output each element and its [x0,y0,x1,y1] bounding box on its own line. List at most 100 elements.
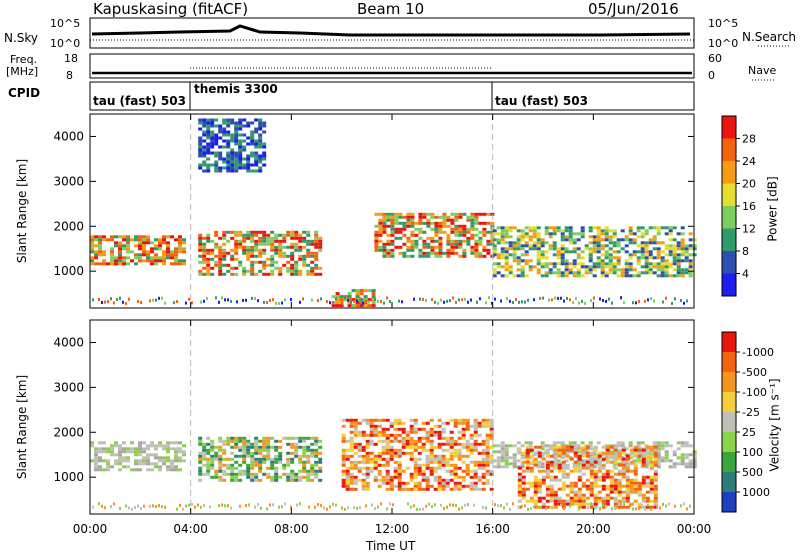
heatmap-cell [684,250,689,254]
heatmap-cell [200,505,202,509]
heatmap-cell [198,269,203,273]
heatmap-cell [445,442,450,446]
heatmap-cell [238,445,243,449]
heatmap-cell [206,272,211,276]
heatmap-cell [466,215,471,219]
heatmap-cell [413,297,415,301]
heatmap-cell [572,232,577,236]
heatmap-cell [453,451,458,455]
heatmap-cell [477,478,482,482]
heatmap-cell [385,457,390,461]
heatmap-cell [592,274,597,278]
heatmap-cell [262,448,267,452]
heatmap-cell [162,256,166,260]
heatmap-cell [541,478,546,482]
heatmap-cell [541,469,546,473]
heatmap-cell [588,226,593,230]
heatmap-cell [520,456,525,460]
heatmap-cell [230,166,235,170]
heatmap-cell [474,254,479,258]
heatmap-cell [318,242,323,246]
heatmap-cell [569,496,574,500]
heatmap-cell [508,268,513,272]
heatmap-cell [470,251,475,255]
heatmap-cell [553,493,558,497]
heatmap-cell [433,445,438,449]
heatmap-cell [545,454,550,458]
heatmap-cell [290,475,295,479]
heatmap-cell [405,430,410,434]
heatmap-cell [414,242,419,246]
heatmap-cell [458,242,463,246]
heatmap-cell [250,451,255,455]
heatmap-cell [409,436,414,440]
heatmap-cell [540,253,545,257]
heatmap-cell [628,274,633,278]
heatmap-cell [361,448,366,452]
heatmap-cell [632,253,637,257]
heatmap-cell [206,269,211,273]
heatmap-cell [406,224,411,228]
heatmap-cell [134,256,138,260]
heatmap-cell [373,442,378,446]
heatmap-cell [397,439,402,443]
heatmap-cell [613,478,618,482]
heatmap-cell [635,301,637,305]
heatmap-cell [588,247,593,251]
heatmap-cell [98,502,100,506]
heatmap-cell [302,463,307,467]
heatmap-cell [262,472,267,476]
heatmap-cell [198,233,203,237]
heatmap-cell [576,459,581,463]
heatmap-cell [601,466,606,470]
heatmap-cell [278,248,283,252]
heatmap-cell [621,463,626,467]
heatmap-cell [198,242,203,246]
heatmap-cell [185,301,187,305]
heatmap-cell [310,251,315,255]
heatmap-cell [512,241,517,245]
heatmap-cell [314,257,319,261]
heatmap-cell [90,259,94,263]
heatmap-cell [339,298,344,302]
heatmap-cell [616,262,621,266]
heatmap-cell [473,469,478,473]
heatmap-cell [664,271,669,275]
heatmap-cell [500,256,505,260]
heatmap-cell [226,463,231,467]
heatmap-cell [640,256,645,260]
heatmap-cell [613,496,618,500]
heatmap-cell [496,262,501,266]
heatmap-cell [656,265,661,269]
heatmap-cell [294,478,299,482]
heatmap-cell [142,238,146,242]
heatmap-cell [445,460,450,464]
heatmap-cell [347,298,349,302]
heatmap-cell [638,299,640,303]
heatmap-cell [166,444,170,448]
heatmap-cell [656,250,661,254]
heatmap-cell [600,238,605,242]
heatmap-cell [659,506,661,510]
heatmap-cell [258,463,263,467]
heatmap-cell [581,493,586,497]
heatmap-cell [652,265,657,269]
heatmap-cell [592,235,597,239]
heatmap-cell [310,254,315,258]
heatmap-cell [369,469,374,473]
heatmap-cell [632,250,637,254]
heatmap-cell [481,448,486,452]
heatmap-cell [417,427,422,431]
heatmap-cell [234,460,239,464]
heatmap-cell [524,253,529,257]
heatmap-cell [442,230,447,234]
heatmap-cell [500,253,505,257]
heatmap-cell [577,454,582,458]
heatmap-cell [369,421,374,425]
heatmap-cell [310,239,315,243]
heatmap-cell [537,445,542,449]
x-tick-label: 16:00 [475,522,510,536]
heatmap-cell [649,505,654,509]
heatmap-cell [262,121,267,125]
heatmap-cell [461,454,466,458]
